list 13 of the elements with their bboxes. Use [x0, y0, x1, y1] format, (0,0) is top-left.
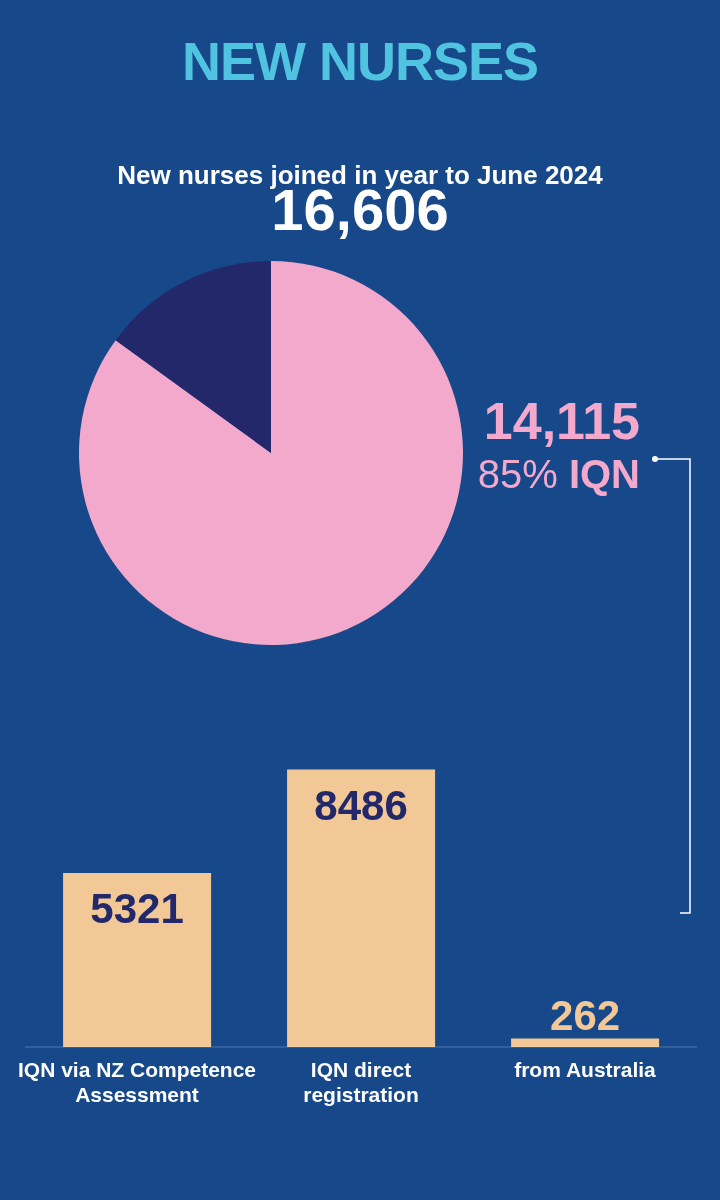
data-label: 262: [550, 992, 621, 1040]
pie-slice: [115, 261, 271, 453]
data-label: 8486: [314, 781, 408, 829]
x-tick-label: from Australia: [514, 1058, 657, 1081]
x-tick-label: IQN direct registration: [303, 1058, 419, 1106]
chart-title: NEW NURSES: [181, 30, 539, 92]
chart-subtitle: New nurses joined in year to June 2024: [116, 160, 604, 190]
x-tick-label: IQN via NZ Competence Assessment: [17, 1058, 257, 1106]
data-label: 5321: [90, 885, 184, 932]
text: 14,115: [482, 392, 640, 450]
slice-label: IQN: [568, 452, 640, 496]
pie-slice: [79, 261, 463, 645]
data-label: 85%: [477, 452, 559, 496]
